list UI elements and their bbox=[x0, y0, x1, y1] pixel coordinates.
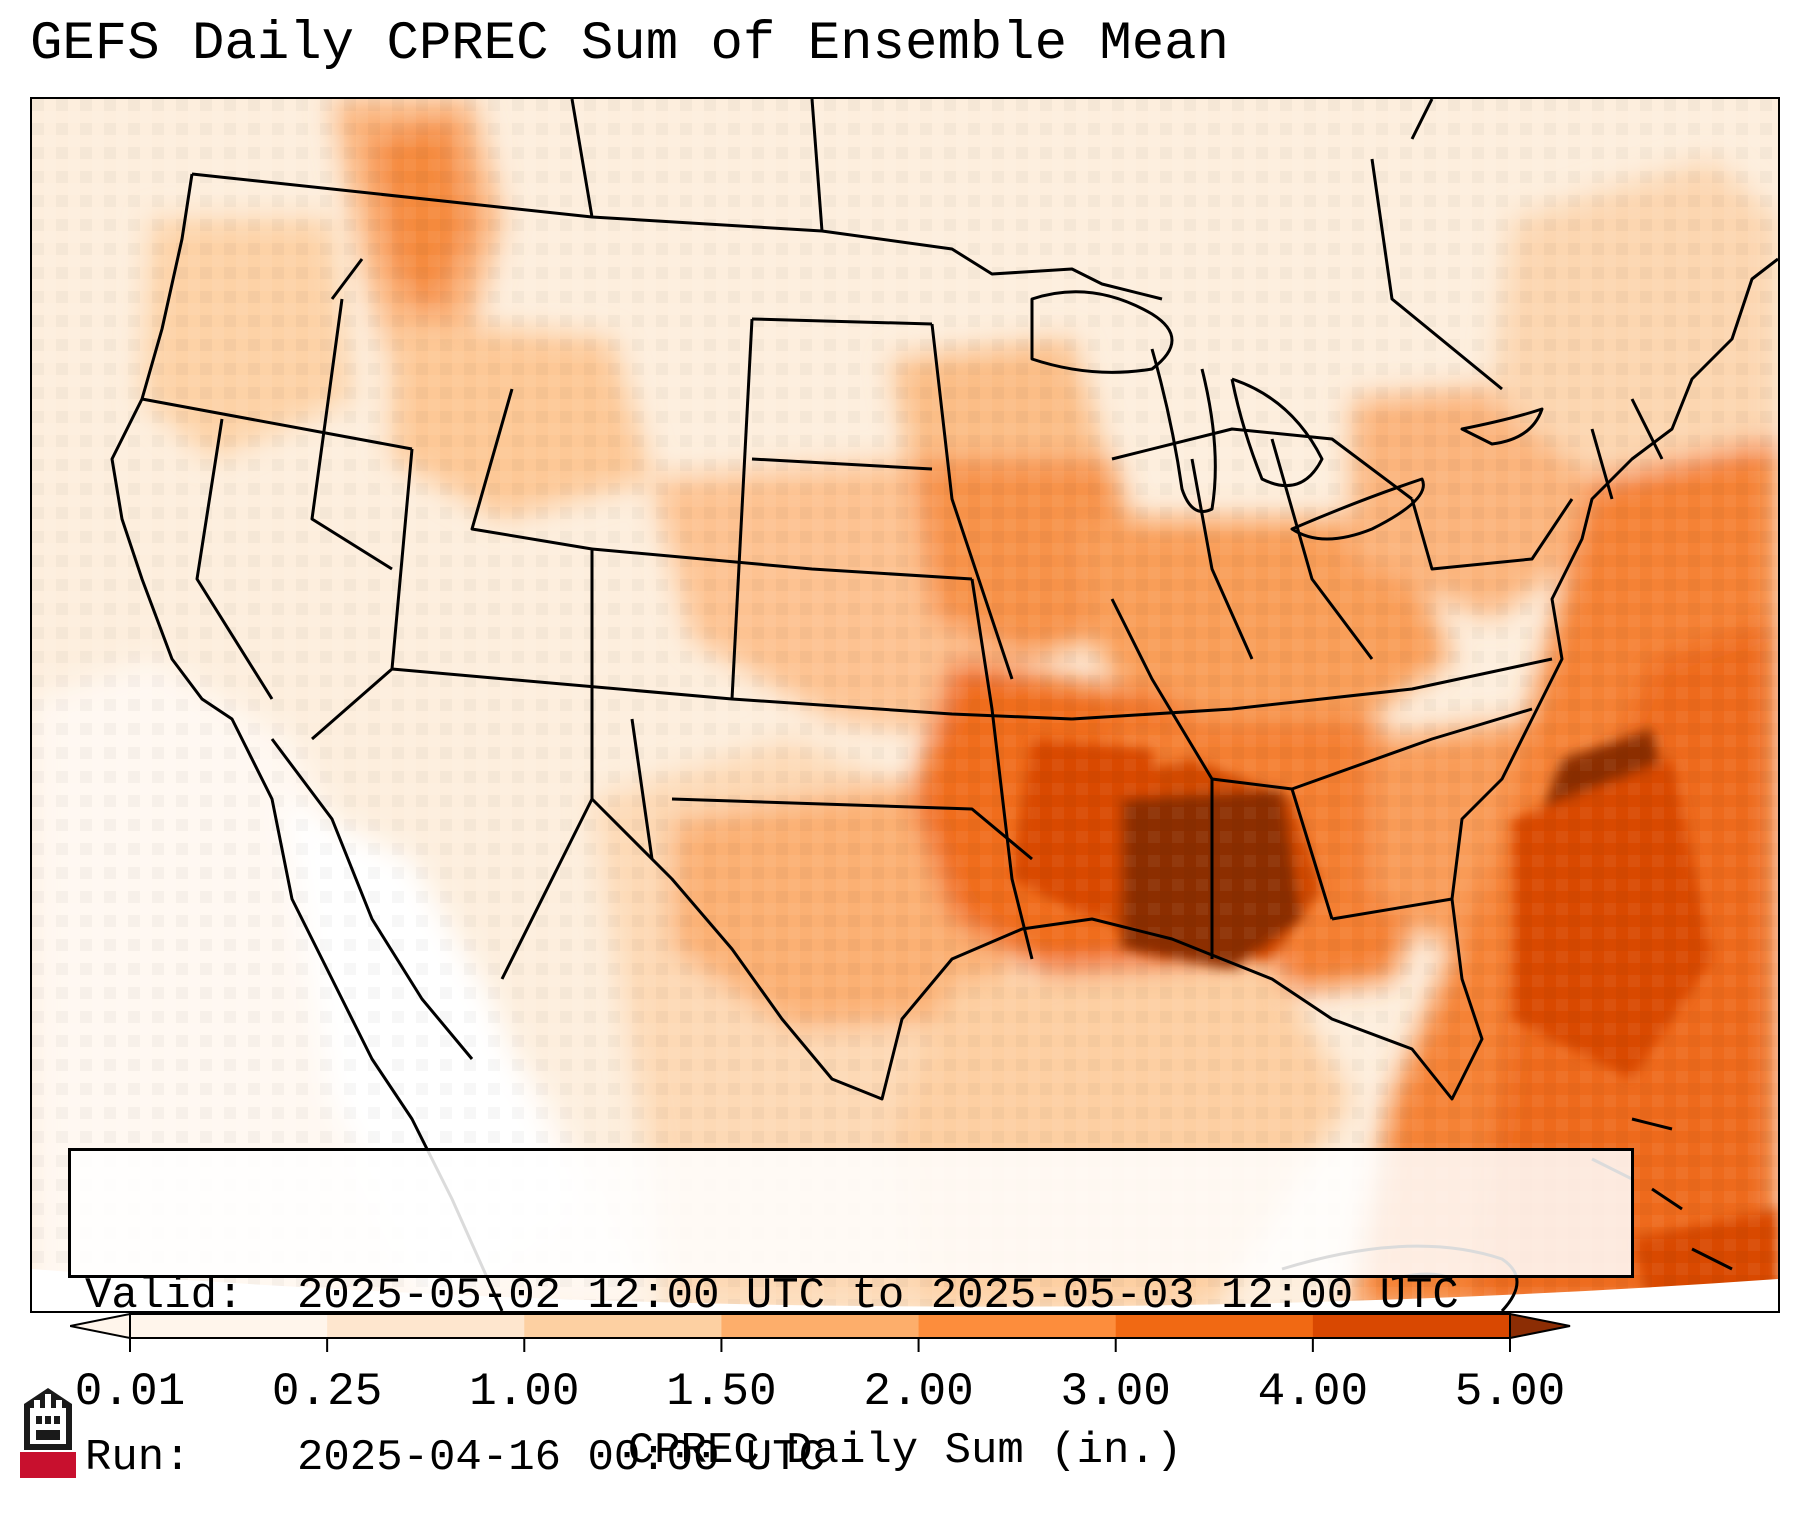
gulf-coast bbox=[590, 797, 1484, 1101]
colorbar-outline bbox=[129, 1313, 1511, 1339]
colorbar-segment bbox=[1312, 1314, 1511, 1338]
niu-logo bbox=[20, 1388, 76, 1478]
colorbar-segment bbox=[918, 1314, 1117, 1338]
valid-label: Valid: bbox=[85, 1271, 244, 1321]
lake-michigan bbox=[1150, 348, 1217, 513]
colorbar-tick-label: 1.50 bbox=[666, 1366, 777, 1418]
colorbar-segment bbox=[130, 1314, 328, 1338]
colorbar-tick-label: 0.01 bbox=[74, 1366, 186, 1418]
valid-run-info-box: Valid: 2025-05-02 12:00 UTC to 2025-05-03… bbox=[68, 1148, 1634, 1483]
colorbar-bar bbox=[70, 1312, 1571, 1352]
colorbar-segment bbox=[327, 1314, 525, 1338]
colorbar-tick-label: 3.00 bbox=[1060, 1366, 1171, 1418]
colorbar-label: CPREC Daily Sum (in.) bbox=[627, 1426, 1183, 1476]
west-coast bbox=[110, 173, 504, 1311]
colorbar-extend-high bbox=[1509, 1312, 1571, 1340]
us-canada-border bbox=[191, 172, 1163, 301]
boundary-lines bbox=[110, 99, 1778, 1311]
precipitation-map bbox=[30, 97, 1780, 1313]
colorbar-segment bbox=[721, 1314, 920, 1338]
valid-value: 2025-05-02 12:00 UTC to 2025-05-03 12:00… bbox=[297, 1271, 1459, 1321]
east-coast bbox=[1450, 257, 1778, 900]
colorbar-extend-low bbox=[70, 1312, 131, 1340]
colorbar-tick-label: 2.00 bbox=[863, 1366, 974, 1418]
colorbar-tick-label: 0.25 bbox=[271, 1366, 383, 1418]
colorbar-tick-label: 1.00 bbox=[469, 1366, 580, 1418]
run-value: 2025-04-16 00:00 UTC bbox=[297, 1433, 826, 1483]
run-line: Run: 2025-04-16 00:00 UTC bbox=[85, 1431, 1617, 1485]
colorbar-tick-label: 4.00 bbox=[1257, 1366, 1369, 1418]
colorbar-segment bbox=[1115, 1314, 1314, 1338]
map-title: GEFS Daily CPREC Sum of Ensemble Mean bbox=[30, 14, 1229, 75]
lake-ontario bbox=[1460, 407, 1544, 446]
colorbar: 0.01 0.25 1.00 1.50 2.00 3.00 4.00 5.00 CPREC D… bbox=[70, 1306, 1740, 1476]
lake-superior bbox=[1030, 290, 1174, 374]
colorbar-segment bbox=[524, 1314, 722, 1338]
valid-line: Valid: 2025-05-02 12:00 UTC to 2025-05-03… bbox=[85, 1269, 1617, 1323]
run-label: Run: bbox=[85, 1433, 191, 1483]
map-canvas bbox=[32, 99, 1778, 1311]
grid-texture bbox=[32, 99, 1778, 1311]
colorbar-tick-label: 5.00 bbox=[1454, 1366, 1566, 1418]
lake-huron bbox=[1230, 377, 1324, 488]
lake-erie bbox=[1290, 477, 1425, 541]
domain-edge bbox=[32, 1269, 1778, 1311]
